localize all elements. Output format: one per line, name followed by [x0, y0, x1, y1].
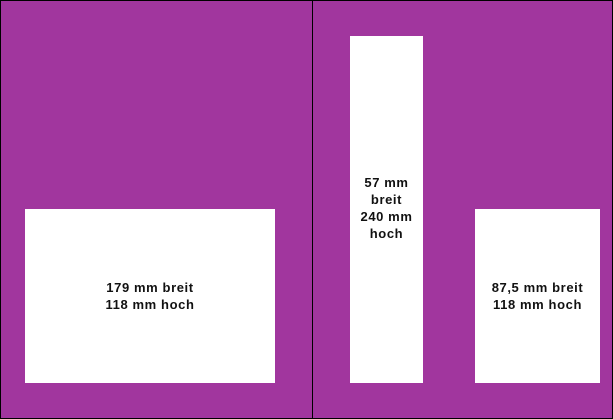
left-insert-width: 179 mm breit [106, 280, 194, 295]
right-insert-height: 118 mm hoch [493, 297, 582, 312]
middle-insert-width-unit: breit [370, 192, 403, 207]
middle-insert-width-value: 57 mm [364, 175, 409, 190]
middle-insert-height-unit: hoch [369, 226, 404, 241]
left-insert-box: 179 mm breit 118 mm hoch [25, 209, 275, 383]
right-insert-width: 87,5 mm breit [491, 280, 584, 295]
left-insert-height: 118 mm hoch [105, 297, 195, 312]
middle-insert-height-value: 240 mm [360, 209, 413, 224]
fold-line [312, 0, 313, 419]
right-insert-box: 87,5 mm breit 118 mm hoch [475, 209, 600, 383]
middle-insert-box: 57 mm breit 240 mm hoch [350, 36, 423, 383]
